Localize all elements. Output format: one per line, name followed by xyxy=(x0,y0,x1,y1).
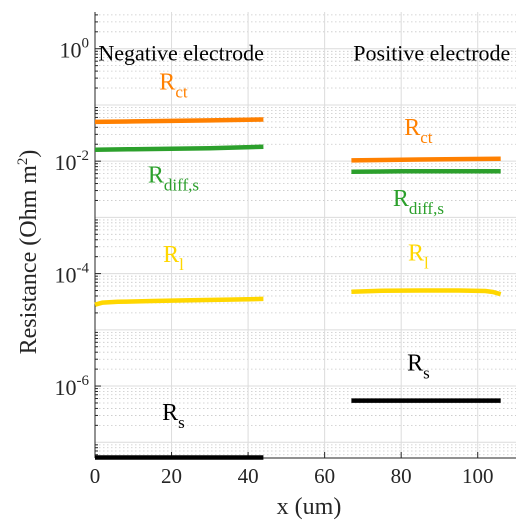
y-axis-label-close: ) xyxy=(16,150,42,158)
x-tick-label: 60 xyxy=(314,464,335,488)
grid xyxy=(94,12,516,458)
series-label-l-2: Rl xyxy=(163,242,184,274)
annotations: Rct Rdiff,s Rl Rs Rct Rdiff,s Rl Rs Negative ele… xyxy=(98,40,510,431)
series-label-diffs-1: Rdiff,s xyxy=(148,162,199,194)
x-tick-label: 0 xyxy=(90,464,101,488)
series-line-l-2 xyxy=(94,296,264,307)
x-axis-label: x (um) xyxy=(277,494,342,520)
x-tick-label: 100 xyxy=(462,464,494,488)
series-line-ct-0 xyxy=(94,117,264,125)
series-label-l-6: Rl xyxy=(408,241,429,273)
region-label-0: Negative electrode xyxy=(98,40,264,65)
y-tick-label: 10-2 xyxy=(55,148,90,175)
y-tick-label: 10-4 xyxy=(55,261,90,288)
series-label-s-7: Rs xyxy=(407,350,430,382)
y-tick-label: 10-6 xyxy=(55,373,90,400)
series-label-s-3: Rs xyxy=(162,400,185,432)
x-tick-label: 80 xyxy=(391,464,412,488)
x-tick-label: 20 xyxy=(161,464,182,488)
series-line-diffs-1 xyxy=(94,144,264,152)
series-label-ct-0: Rct xyxy=(159,69,188,101)
y-tick-label: 100 xyxy=(60,36,90,63)
region-label-1: Positive electrode xyxy=(353,40,510,65)
y-axis-label-sup: 2 xyxy=(15,158,31,166)
series-label-diffs-5: Rdiff,s xyxy=(393,186,444,218)
series-line-l-6 xyxy=(351,288,502,297)
y-axis-label-main: Resistance (Ohm m xyxy=(16,165,42,355)
axes: 10-6 10-4 10-2 100 0 20 40 60 80 100 xyxy=(55,12,516,488)
series-label-ct-4: Rct xyxy=(404,115,433,147)
series-lines xyxy=(94,117,502,460)
x-tick-label: 40 xyxy=(238,464,259,488)
y-axis-label: Resistance (Ohm m2) xyxy=(15,150,42,355)
series-line-ct-4 xyxy=(351,156,501,163)
